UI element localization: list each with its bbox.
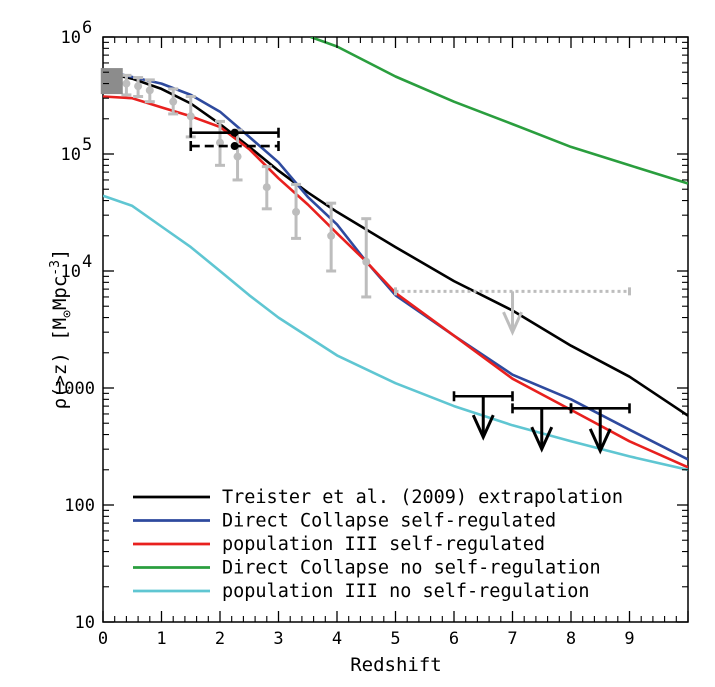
x-tick-label-1: 1 xyxy=(156,629,166,649)
y-tick-label-5: 10 xyxy=(61,28,81,48)
gray-data-point-1 xyxy=(122,79,131,88)
x-tick-label-6: 6 xyxy=(449,629,459,649)
legend-label-1: Direct Collapse self-regulated xyxy=(222,511,556,532)
gray-data-point-8 xyxy=(262,183,271,192)
observation-group xyxy=(100,68,631,455)
gray-data-point-4 xyxy=(169,97,178,106)
gray-data-point-9 xyxy=(292,207,301,216)
x-tick-label-0: 0 xyxy=(98,629,108,649)
upper-limit-arrowhead-0 xyxy=(471,414,495,441)
legend: Treister et al. (2009) extrapolation Dire… xyxy=(133,487,623,602)
gray-data-point-2 xyxy=(134,82,143,91)
y-tick-label-exponent-3: 4 xyxy=(82,252,92,272)
gray-data-point-7 xyxy=(233,152,242,161)
y-tick-label-exponent-4: 5 xyxy=(82,135,92,155)
gray-square-point xyxy=(100,68,123,95)
series-line-4 xyxy=(103,194,688,472)
gray-data-point-3 xyxy=(145,86,154,95)
x-tick-label-4: 4 xyxy=(332,629,342,649)
x-axis-label: Redshift xyxy=(350,654,442,676)
y-tick-label-1: 100 xyxy=(64,496,95,516)
gray-data-point-5 xyxy=(186,112,195,121)
legend-label-0: Treister et al. (2009) extrapolation xyxy=(222,487,623,508)
black-data-point-0 xyxy=(230,128,239,137)
x-tick-label-5: 5 xyxy=(390,629,400,649)
x-tick-label-3: 3 xyxy=(273,629,283,649)
upper-limit-arrowhead-2 xyxy=(588,428,612,455)
y-axis-label: ρ(>z) [M⊙Mpc-3] xyxy=(48,249,75,410)
gray-data-point-6 xyxy=(216,138,224,147)
x-tick-label-2: 2 xyxy=(215,629,225,649)
y-axis-label-mid: Mpc xyxy=(49,276,71,310)
series-line-0 xyxy=(103,70,688,417)
y-tick-label-exponent-5: 6 xyxy=(82,18,92,38)
series-line-3 xyxy=(310,37,688,185)
y-axis-label-sup: -3 xyxy=(48,260,63,276)
gray-data-point-10 xyxy=(327,231,336,240)
x-tick-label-7: 7 xyxy=(507,629,517,649)
legend-label-4: population III no self-regulation xyxy=(222,581,590,602)
upper-limit-arrowhead-1 xyxy=(530,426,554,453)
y-axis-label-suffix: ] xyxy=(49,249,71,260)
y-axis-label-sub: ⊙ xyxy=(60,310,75,318)
y-tick-label-3: 10 xyxy=(61,262,81,282)
gray-upper-limit-arrowhead xyxy=(502,311,523,336)
x-tick-label-8: 8 xyxy=(566,629,576,649)
y-tick-label-4: 10 xyxy=(61,145,81,165)
x-tick-labels: 0 1 2 3 4 5 6 7 8 9 xyxy=(98,629,635,649)
legend-label-3: Direct Collapse no self-regulation xyxy=(222,558,601,579)
y-axis-label-prefix: ρ(>z) [M xyxy=(49,318,71,410)
series-line-2 xyxy=(103,95,688,469)
y-tick-label-2: 1000 xyxy=(54,379,95,399)
black-data-point-1 xyxy=(230,142,239,151)
ticks-group xyxy=(102,36,689,623)
gray-data-point-11 xyxy=(362,257,371,266)
legend-label-2: population III self-regulated xyxy=(222,534,545,555)
y-tick-label-0: 10 xyxy=(75,613,95,633)
x-tick-label-9: 9 xyxy=(624,629,634,649)
